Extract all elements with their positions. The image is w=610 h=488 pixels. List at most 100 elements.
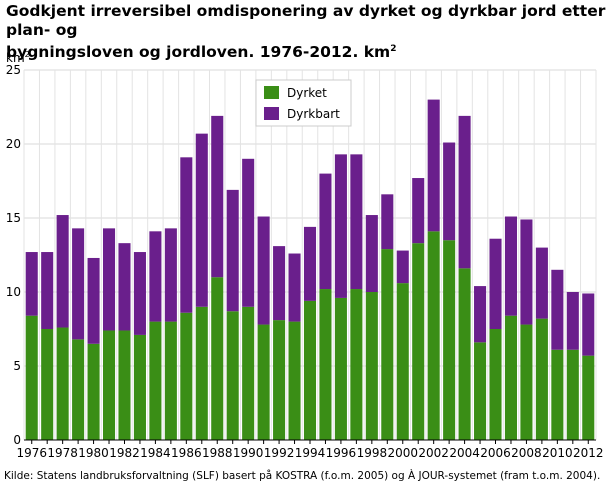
bar-dyrket-1993 — [288, 321, 301, 440]
bar-dyrkbart-1982 — [118, 243, 131, 331]
bar-dyrket-1984 — [149, 321, 162, 440]
x-tick-label: 1980 — [78, 446, 109, 460]
y-tick-label: 15 — [6, 211, 21, 225]
bar-dyrkbart-2003 — [443, 142, 456, 241]
bar-dyrket-2006 — [489, 329, 502, 440]
bar-dyrkbart-1994 — [303, 226, 317, 301]
bar-dyrket-1982 — [118, 330, 131, 440]
x-tick-label: 1992 — [264, 446, 295, 460]
bar-dyrkbart-2005 — [474, 286, 487, 343]
bar-dyrket-1988 — [211, 277, 224, 440]
bar-dyrkbart-2011 — [566, 292, 579, 350]
bar-dyrkbart-1991 — [257, 216, 270, 325]
gridlines — [23, 69, 597, 441]
bar-dyrkbart-1984 — [149, 231, 162, 322]
x-tick-label: 1996 — [326, 446, 357, 460]
legend-label-dyrket: Dyrket — [287, 86, 327, 100]
x-tick-label: 2000 — [387, 446, 418, 460]
bar-dyrket-1976 — [25, 315, 38, 440]
x-tick-label: 2004 — [449, 446, 480, 460]
y-axis-unit-label: km — [6, 51, 25, 65]
bar-dyrkbart-1985 — [164, 228, 177, 322]
x-tick-label: 2008 — [511, 446, 542, 460]
title-line-2: bygningsloven og jordloven. 1976-2012. k… — [6, 43, 391, 62]
bar-dyrkbart-1989 — [226, 189, 239, 312]
bar-dyrket-2003 — [443, 240, 456, 440]
bar-dyrkbart-1986 — [180, 157, 193, 313]
bar-dyrkbart-1997 — [350, 154, 363, 290]
legend-label-dyrkbart: Dyrkbart — [287, 107, 340, 121]
bar-dyrket-1991 — [257, 324, 270, 440]
bar-dyrkbart-1996 — [334, 154, 347, 298]
y-tick-label: 20 — [6, 137, 21, 151]
bar-dyrket-2012 — [582, 355, 595, 440]
bar-dyrkbart-1976 — [25, 252, 38, 316]
x-tick-label: 1982 — [109, 446, 140, 460]
bar-dyrket-1987 — [195, 306, 208, 440]
bar-dyrkbart-2008 — [520, 219, 533, 325]
y-axis-unit-superscript: 2 — [25, 50, 30, 59]
bar-dyrket-1986 — [180, 312, 193, 440]
bar-dyrket-1997 — [350, 289, 363, 440]
bar-dyrkbart-1995 — [319, 173, 332, 290]
bar-dyrkbart-1990 — [242, 158, 255, 307]
bar-dyrket-1978 — [56, 327, 69, 440]
bar-dyrket-1989 — [226, 311, 239, 440]
bar-dyrkbart-1978 — [56, 215, 69, 328]
bar-dyrkbart-2010 — [551, 269, 564, 350]
bar-dyrkbart-2009 — [535, 247, 548, 319]
bar-dyrket-1985 — [164, 321, 177, 440]
bar-dyrket-1979 — [72, 339, 85, 440]
bar-dyrket-2007 — [504, 315, 518, 440]
bar-dyrket-1998 — [365, 292, 378, 440]
y-tick-label: 10 — [6, 285, 21, 299]
title-line-1: Godkjent irreversibel omdisponering av d… — [6, 2, 606, 39]
legend-swatch-dyrket — [264, 86, 279, 99]
bar-dyrket-2010 — [551, 349, 564, 440]
bar-dyrkbart-1981 — [102, 228, 116, 331]
bar-dyrket-2000 — [396, 283, 409, 440]
x-tick-label: 2002 — [418, 446, 449, 460]
bar-dyrket-2005 — [474, 342, 487, 440]
source-note: Kilde: Statens landbruksforvaltning (SLF… — [4, 470, 601, 482]
y-tick-label: 0 — [13, 433, 21, 447]
bar-dyrkbart-1998 — [365, 215, 378, 292]
x-tick-label: 2006 — [480, 446, 511, 460]
bar-dyrket-2002 — [427, 231, 440, 440]
bar-dyrkbart-2004 — [458, 115, 471, 269]
bar-dyrkbart-1993 — [288, 253, 301, 322]
bar-dyrket-1996 — [334, 297, 347, 440]
bar-dyrket-1999 — [381, 249, 394, 440]
x-tick-label: 1984 — [140, 446, 171, 460]
bar-dyrket-2008 — [520, 324, 533, 440]
chart-title: Godkjent irreversibel omdisponering av d… — [6, 2, 606, 62]
bar-dyrket-1980 — [87, 343, 100, 440]
bar-dyrket-1990 — [242, 306, 255, 440]
bar-dyrkbart-2012 — [582, 293, 595, 356]
bar-dyrkbart-1999 — [381, 194, 394, 250]
bar-dyrket-2001 — [412, 243, 425, 440]
bar-dyrkbart-2006 — [489, 238, 502, 329]
x-tick-label: 1998 — [357, 446, 388, 460]
bar-dyrkbart-2000 — [396, 250, 409, 284]
x-tick-label: 2010 — [542, 446, 573, 460]
bar-dyrkbart-2001 — [412, 178, 425, 244]
bar-dyrkbart-1992 — [273, 246, 286, 321]
bar-dyrket-1981 — [102, 330, 116, 440]
x-tick-label: 1978 — [47, 446, 78, 460]
bar-dyrket-1994 — [303, 300, 317, 440]
bar-dyrket-1992 — [273, 320, 286, 440]
legend-swatch-dyrkbart — [264, 107, 279, 120]
bar-dyrkbart-2007 — [504, 216, 518, 316]
x-tick-label: 1994 — [295, 446, 326, 460]
bar-dyrket-1977 — [41, 329, 54, 440]
x-tick-label: 2012 — [573, 446, 604, 460]
y-tick-label: 25 — [6, 63, 21, 77]
bar-dyrkbart-1988 — [211, 115, 224, 278]
bar-dyrket-2004 — [458, 268, 471, 440]
legend: Dyrket Dyrkbart — [255, 79, 352, 127]
y-tick-label: 5 — [13, 359, 21, 373]
bar-dyrket-2009 — [535, 318, 548, 440]
y-axis-unit: km2 — [6, 50, 30, 65]
